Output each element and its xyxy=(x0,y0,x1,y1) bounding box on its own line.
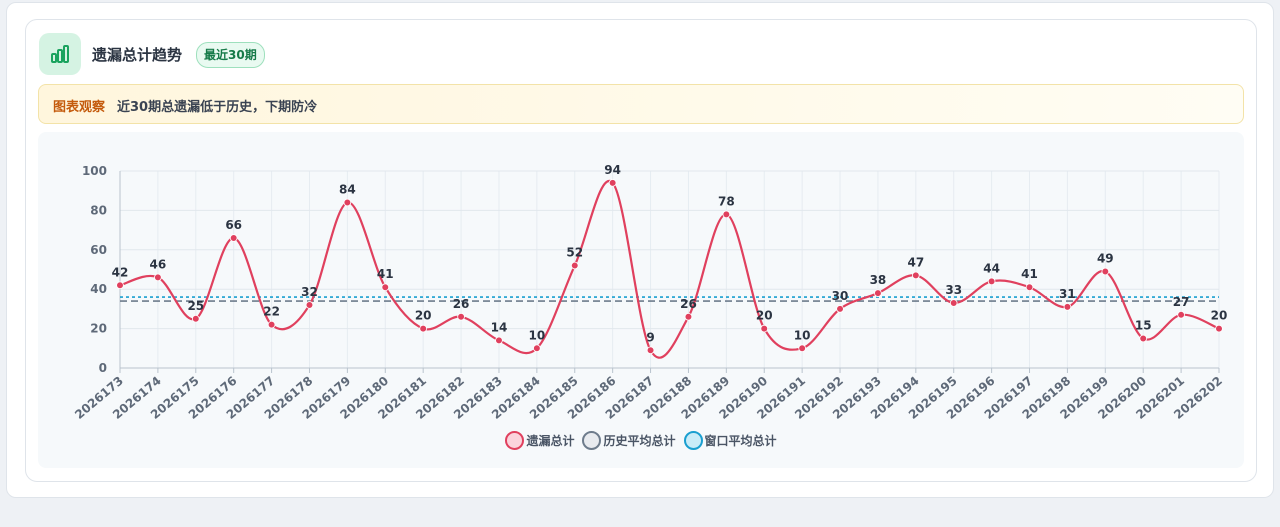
y-tick-label: 40 xyxy=(90,282,107,296)
data-point xyxy=(116,281,124,290)
data-point xyxy=(874,289,882,297)
data-point xyxy=(722,210,731,219)
data-point xyxy=(1063,303,1072,311)
period-badge: 最近30期 xyxy=(196,42,265,68)
data-point xyxy=(267,320,276,329)
data-label: 33 xyxy=(945,283,962,297)
legend-swatch-total xyxy=(505,430,525,450)
data-point xyxy=(1101,267,1110,276)
data-label: 15 xyxy=(1135,318,1152,332)
data-point xyxy=(343,198,352,207)
legend-item-total[interactable]: 遗漏总计 xyxy=(505,430,575,450)
y-tick-label: 100 xyxy=(82,164,107,178)
data-point xyxy=(533,344,541,353)
data-point xyxy=(608,179,617,187)
data-point xyxy=(987,277,996,286)
data-label: 42 xyxy=(112,265,129,279)
data-label: 78 xyxy=(718,194,735,208)
data-point xyxy=(191,314,200,323)
data-point xyxy=(760,324,769,333)
data-point xyxy=(684,312,693,321)
data-label: 32 xyxy=(301,285,318,299)
series-line-total xyxy=(119,179,1220,359)
data-label: 47 xyxy=(907,255,924,269)
data-label: 41 xyxy=(377,267,394,281)
legend-item-window[interactable]: 窗口平均总计 xyxy=(683,430,777,450)
data-point xyxy=(570,261,579,270)
y-tick-label: 0 xyxy=(99,361,107,375)
data-point xyxy=(1025,283,1034,292)
data-label: 41 xyxy=(1021,267,1038,281)
data-label: 31 xyxy=(1059,287,1076,301)
data-point xyxy=(419,324,427,333)
data-label: 46 xyxy=(150,257,167,271)
data-label: 26 xyxy=(453,297,470,311)
observation-label: 图表观察 xyxy=(53,100,106,115)
data-label: 84 xyxy=(339,183,356,197)
data-label: 44 xyxy=(983,261,1000,275)
legend-label-window: 窗口平均总计 xyxy=(704,433,777,448)
y-tick-label: 60 xyxy=(90,243,107,257)
bar-chart-icon xyxy=(39,33,81,75)
legend-label-history: 历史平均总计 xyxy=(603,433,676,448)
data-label: 10 xyxy=(794,328,811,342)
legend-item-history[interactable]: 历史平均总计 xyxy=(582,430,676,450)
data-label: 38 xyxy=(870,273,887,287)
data-point xyxy=(1139,334,1148,343)
data-label: 20 xyxy=(1211,309,1228,323)
data-label: 20 xyxy=(756,309,773,323)
y-tick-label: 80 xyxy=(90,203,107,217)
data-point xyxy=(798,344,806,353)
data-point xyxy=(381,283,390,292)
data-point xyxy=(1177,311,1185,319)
legend-label-total: 遗漏总计 xyxy=(526,433,575,448)
data-point xyxy=(949,299,958,307)
y-tick-label: 20 xyxy=(90,322,107,336)
data-point xyxy=(836,305,844,313)
data-label: 25 xyxy=(187,299,204,313)
data-point xyxy=(305,301,314,309)
data-point xyxy=(154,273,162,282)
observation-text: 近30期总遗漏低于历史，下期防冷 xyxy=(117,100,318,115)
data-point xyxy=(495,336,503,345)
data-label: 26 xyxy=(680,297,697,311)
data-point xyxy=(457,312,465,321)
data-label: 10 xyxy=(529,328,546,342)
legend-swatch-window xyxy=(683,430,703,450)
data-label: 30 xyxy=(832,289,849,303)
trend-card: 遗漏总计趋势 最近30期 图表观察 近30期总遗漏低于历史，下期防冷 0 20 40… xyxy=(25,19,1257,482)
chart-observation: 图表观察 近30期总遗漏低于历史，下期防冷 xyxy=(38,84,1244,124)
data-point xyxy=(1215,324,1223,333)
data-point xyxy=(229,234,238,242)
data-label: 94 xyxy=(604,163,621,177)
data-label: 52 xyxy=(566,246,583,260)
data-point xyxy=(646,346,655,355)
data-label: 9 xyxy=(646,330,654,344)
chart-area: 0 20 40 60 80 100 2026173 2026174 2026175 2026176… xyxy=(38,132,1244,468)
legend-swatch-history xyxy=(582,430,602,450)
data-label: 22 xyxy=(263,305,280,319)
data-label: 14 xyxy=(491,320,508,334)
card-title: 遗漏总计趋势 xyxy=(92,46,183,64)
data-label: 27 xyxy=(1173,295,1190,309)
data-label: 49 xyxy=(1097,251,1114,265)
data-label: 20 xyxy=(415,309,432,323)
data-point xyxy=(912,271,920,280)
page-panel: 遗漏总计趋势 最近30期 图表观察 近30期总遗漏低于历史，下期防冷 0 20 40… xyxy=(6,2,1274,498)
chart-legend: 遗漏总计 历史平均总计 窗口平均总计 xyxy=(38,428,1244,452)
data-label: 66 xyxy=(225,218,242,232)
line-chart: 0204060801002026173202617420261752026176… xyxy=(72,163,1228,422)
